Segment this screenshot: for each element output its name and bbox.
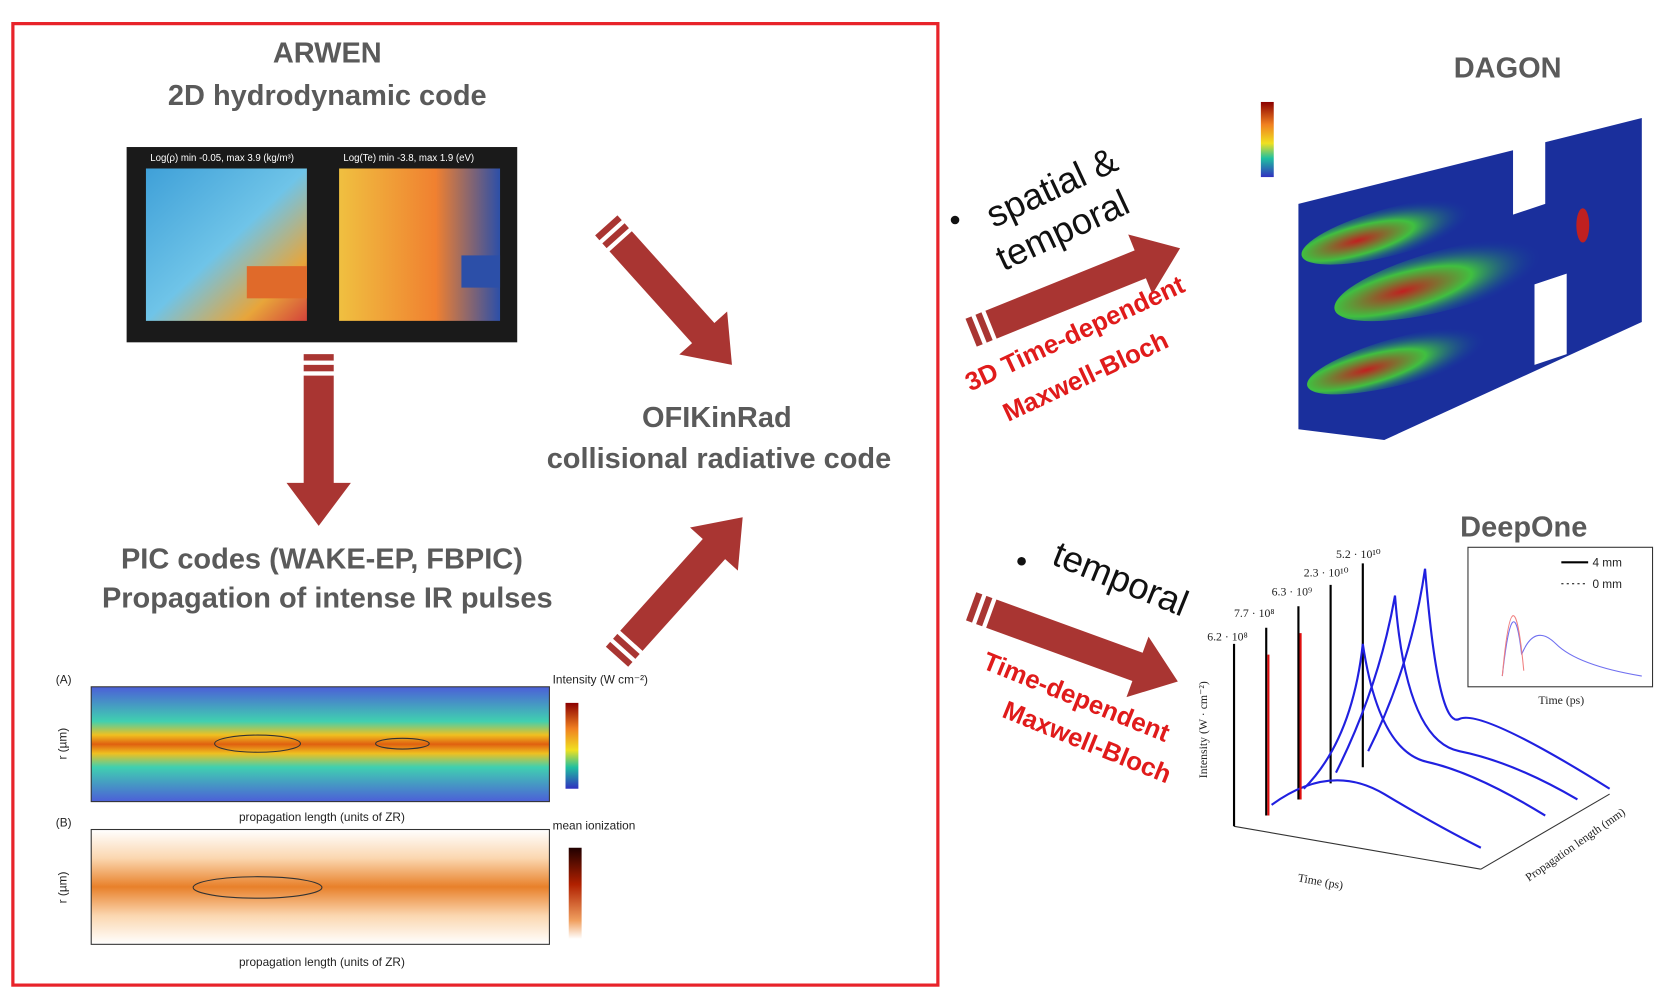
colorbar-label: Intensity (W cm⁻²) [553,673,648,687]
arrow [605,517,743,667]
colorbar-label: mean ionization [553,819,636,833]
x-label: propagation length (units of ZR) [239,810,405,824]
arwen-figure: Log(ρ) min -0.05, max 3.9 (kg/m³) Log(Te… [126,147,518,343]
peak-label: 6.2 · 10⁸ [1207,630,1247,644]
arrow [286,354,351,526]
ofikinrad-title: OFIKinRad [642,402,792,434]
peak-label: 2.3 · 10¹⁰ [1304,565,1349,579]
peak-label: 5.2 · 10¹⁰ [1336,547,1381,561]
x-label: Time (ps) [1297,870,1345,892]
arrow [595,215,732,365]
arrow-stripe [602,223,629,249]
arrow-stripe [976,595,993,627]
panel-label: (B) [56,815,72,829]
arrow-body [620,517,743,651]
arrow-stripe [595,215,622,241]
legend-entry: 4 mm [1592,556,1622,570]
z-label: Propagation length (mm) [1523,805,1628,885]
bullet-text: temporal [1047,533,1194,624]
arrow [965,234,1181,347]
panel-title: Log(Te) min -3.8, max 1.9 (eV) [343,153,474,164]
panel-title: Log(ρ) min -0.05, max 3.9 (kg/m³) [150,153,294,164]
dagon-figure [1257,96,1655,440]
deepone-title: DeepOne [1460,512,1587,544]
arrow-body [985,234,1181,339]
bullet [950,215,960,225]
pic-subtitle: Propagation of intense IR pulses [102,582,553,614]
legend-entry: 0 mm [1592,577,1622,591]
peak-label: 7.7 · 10⁸ [1234,606,1274,620]
arrow-body [609,231,732,365]
bullet [1017,556,1026,566]
arrow-body [986,599,1178,698]
panel-label: (A) [56,673,72,687]
frame [11,22,940,987]
arrow-stripe [975,312,993,343]
arwen-subtitle: 2D hydrodynamic code [168,80,487,112]
arwen-title: ARWEN [273,37,382,69]
arrow-body [286,375,351,526]
arrow-stripe [605,641,633,667]
arrow [965,592,1178,698]
dagon-title: DAGON [1454,52,1562,84]
arrow-stripe [965,592,983,623]
y-label: Intensity (W · cm⁻²) [1196,681,1210,778]
x-label: propagation length (units of ZR) [239,955,405,969]
deepone-figure: 4 mm 0 mm Time (ps) Time (ps) Intensity … [1196,546,1654,892]
arrow-stripe [965,316,983,347]
arrow-stripe [303,364,334,372]
y-label: r (µm) [56,728,70,760]
peak-label: 6.3 · 10⁹ [1272,585,1312,599]
pic-figure: (A) Intensity (W cm⁻²) propagation lengt… [56,673,649,969]
y-label: r (µm) [56,872,70,904]
pic-title: PIC codes (WAKE-EP, FBPIC) [121,544,523,576]
ofikinrad-subtitle: collisional radiative code [547,443,892,475]
x-label: Time (ps) [1538,693,1584,707]
arrow-stripe [303,354,334,361]
arrow-stripe [613,633,640,659]
